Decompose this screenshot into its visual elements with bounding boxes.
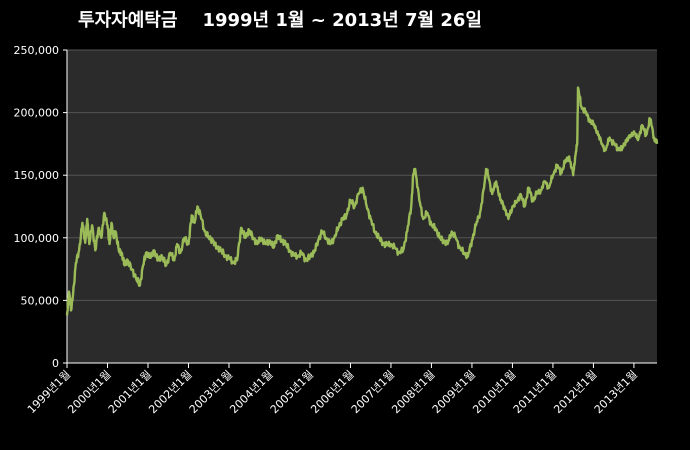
y-axis-tick-labels: 0 50,000 100,000 150,000 200,000 250,000 bbox=[14, 44, 60, 370]
y-tick-label: 100,000 bbox=[14, 232, 60, 245]
plot-area bbox=[67, 50, 657, 363]
x-axis-tick-labels: 1999년1월2000년1월2001년1월2002년1월2003년1월2004년… bbox=[25, 368, 640, 416]
x-tick-label: 2012년1월 bbox=[551, 368, 599, 416]
x-tick-label: 2000년1월 bbox=[65, 368, 113, 416]
x-tick-label: 2007년1월 bbox=[349, 368, 397, 416]
series-line bbox=[65, 86, 659, 316]
y-tick-label: 200,000 bbox=[14, 107, 60, 120]
x-tick-label: 1999년1월 bbox=[25, 368, 73, 416]
x-tick-label: 2011년1월 bbox=[511, 368, 559, 416]
x-tick-label: 2005년1월 bbox=[268, 368, 316, 416]
x-tick-label: 2010년1월 bbox=[470, 368, 518, 416]
gridlines bbox=[63, 49, 657, 368]
y-tick-label: 0 bbox=[52, 357, 59, 370]
x-tick-label: 2006년1월 bbox=[308, 368, 356, 416]
x-tick-label: 2004년1월 bbox=[227, 368, 275, 416]
x-tick-label: 2003년1월 bbox=[187, 368, 235, 416]
x-tick-label: 2001년1월 bbox=[106, 368, 154, 416]
x-tick-label: 2002년1월 bbox=[146, 368, 194, 416]
y-tick-label: 50,000 bbox=[21, 294, 60, 307]
y-tick-label: 150,000 bbox=[14, 169, 60, 182]
chart-title: 투자자예탁금 1999년 1월 ~ 2013년 7월 26일 bbox=[78, 10, 482, 31]
y-tick-label: 250,000 bbox=[14, 44, 60, 57]
x-tick-label: 2008년1월 bbox=[389, 368, 437, 416]
x-tick-label: 2013년1월 bbox=[592, 368, 640, 416]
x-tick-label: 2009년1월 bbox=[430, 368, 478, 416]
